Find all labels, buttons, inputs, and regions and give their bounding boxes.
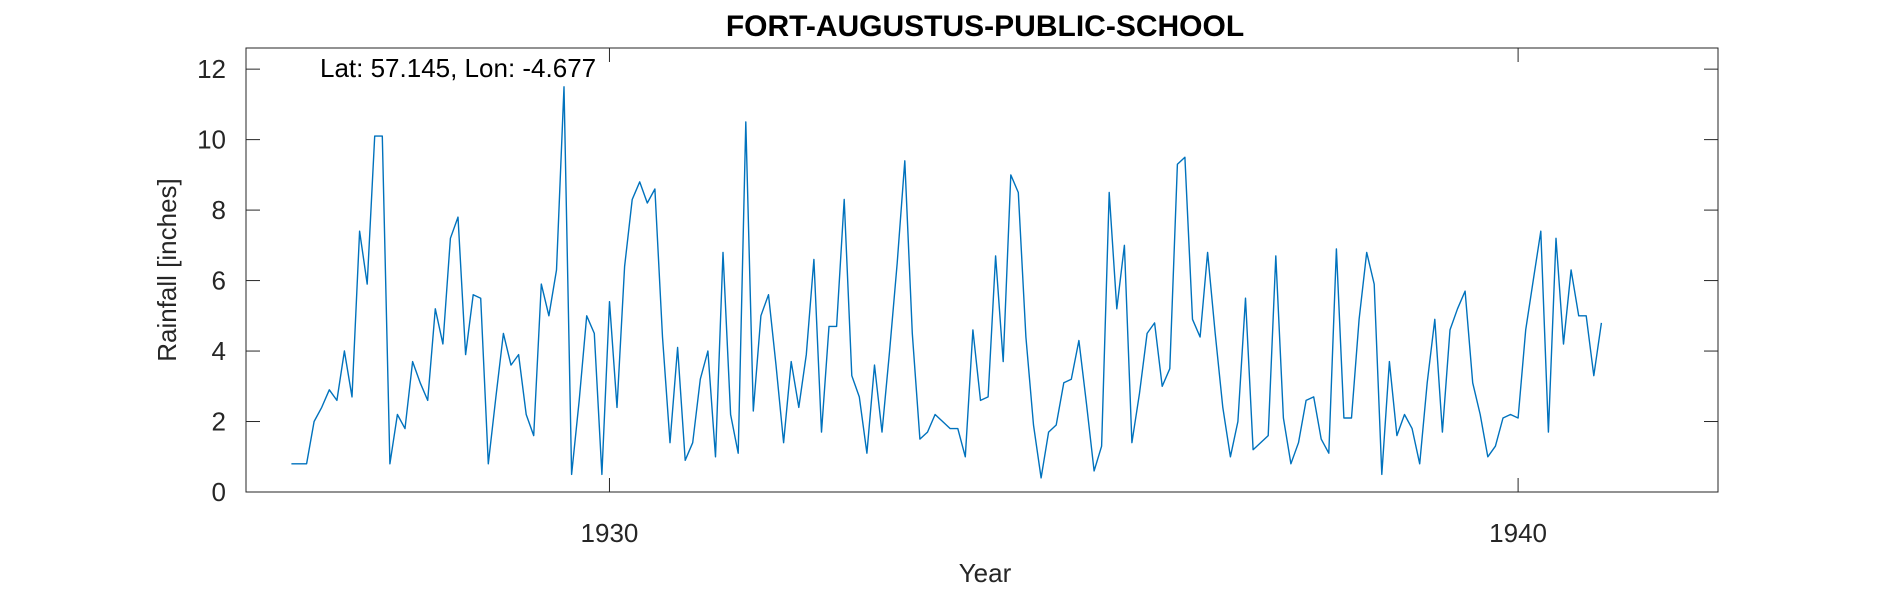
y-tick-label: 8: [212, 195, 226, 225]
y-tick-label: 0: [212, 477, 226, 507]
y-axis: 0 2 4 6 8 10 12: [197, 54, 1718, 507]
y-tick-label: 6: [212, 266, 226, 296]
location-annotation: Lat: 57.145, Lon: -4.677: [320, 53, 596, 83]
x-tick-label: 1930: [581, 518, 639, 548]
rainfall-series-line: [291, 86, 1603, 479]
chart-title: FORT-AUGUSTUS-PUBLIC-SCHOOL: [726, 10, 1244, 43]
y-tick-label: 4: [212, 336, 226, 366]
y-axis-label: Rainfall [inches]: [152, 178, 182, 362]
y-tick-label: 10: [197, 125, 226, 155]
y-tick-label: 2: [212, 407, 226, 437]
x-axis-label: Year: [959, 558, 1012, 588]
y-tick-label: 12: [197, 54, 226, 84]
x-axis: 1930 1940: [581, 48, 1547, 548]
x-tick-label: 1940: [1489, 518, 1547, 548]
plot-area: [245, 47, 1719, 493]
